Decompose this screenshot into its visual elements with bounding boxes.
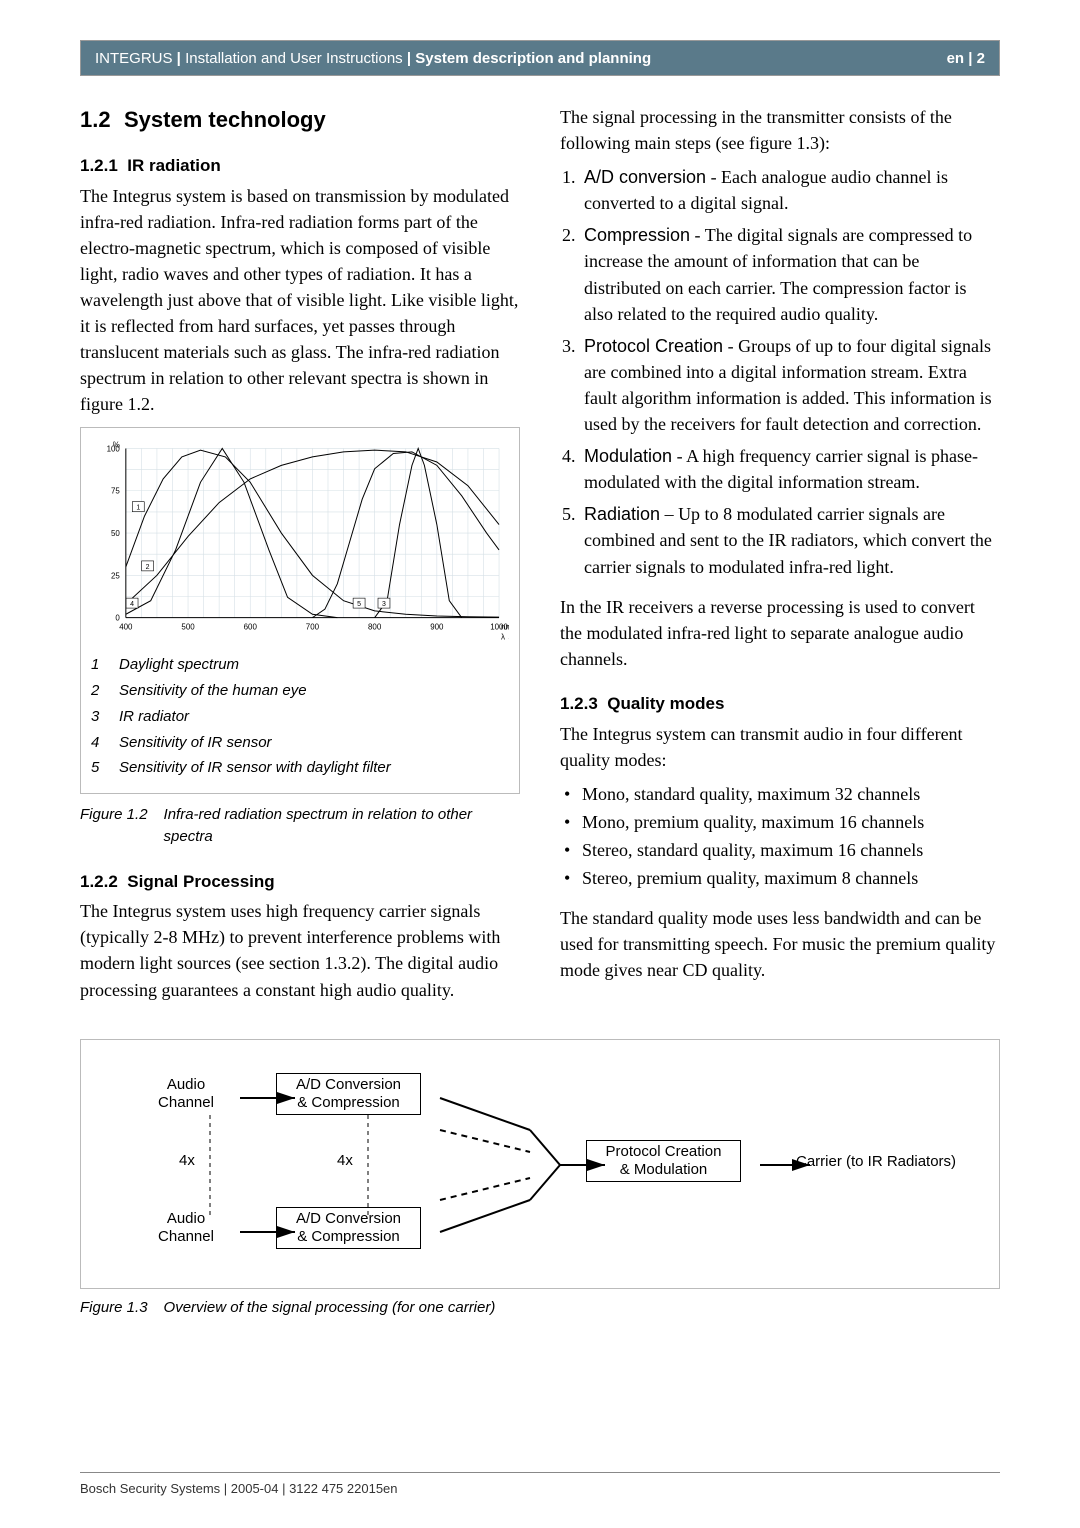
svg-text:2: 2 bbox=[146, 564, 150, 571]
spectrum-chart: 40050060070080090010000255075100%nmλ →12… bbox=[91, 438, 509, 648]
step-item: A/D conversion - Each analogue audio cha… bbox=[580, 164, 1000, 216]
svg-text:5: 5 bbox=[357, 601, 361, 608]
right-after: In the IR receivers a reverse processing… bbox=[560, 594, 1000, 672]
section-1-2-1-title: 1.2.1 IR radiation bbox=[80, 154, 520, 179]
legend-row: 1Daylight spectrum bbox=[91, 654, 509, 676]
svg-text:4: 4 bbox=[130, 601, 134, 608]
svg-text:900: 900 bbox=[430, 623, 444, 632]
svg-text:0: 0 bbox=[115, 614, 120, 623]
svg-text:λ →: λ → bbox=[501, 633, 509, 642]
svg-text:nm: nm bbox=[501, 623, 509, 632]
section-1-2-3-lead: The Integrus system can transmit audio i… bbox=[560, 721, 1000, 773]
figure-1-2-legend: 1Daylight spectrum 2Sensitivity of the hu… bbox=[91, 654, 509, 779]
quality-mode-item: Stereo, premium quality, maximum 8 chann… bbox=[560, 865, 1000, 891]
quality-mode-item: Stereo, standard quality, maximum 16 cha… bbox=[560, 837, 1000, 863]
svg-text:1: 1 bbox=[136, 505, 140, 512]
section-1-2-title: 1.2System technology bbox=[80, 104, 520, 136]
svg-text:800: 800 bbox=[368, 623, 382, 632]
right-intro: The signal processing in the transmitter… bbox=[560, 104, 1000, 156]
figure-1-2-caption: Figure 1.2 Infra-red radiation spectrum … bbox=[80, 804, 520, 848]
right-column: The signal processing in the transmitter… bbox=[560, 104, 1000, 1011]
section-1-2-2-title: 1.2.2 Signal Processing bbox=[80, 870, 520, 895]
legend-row: 4Sensitivity of IR sensor bbox=[91, 732, 509, 754]
step-item: Modulation - A high frequency carrier si… bbox=[580, 443, 1000, 495]
svg-text:500: 500 bbox=[181, 623, 195, 632]
section-1-2-2-body: The Integrus system uses high frequency … bbox=[80, 898, 520, 1002]
flow-audio-bot: AudioChannel bbox=[141, 1210, 231, 1246]
flow-4x-right: 4x bbox=[337, 1152, 353, 1170]
page-footer: Bosch Security Systems | 2005-04 | 3122 … bbox=[80, 1472, 1000, 1496]
svg-text:25: 25 bbox=[111, 572, 120, 581]
flow-audio-top: AudioChannel bbox=[141, 1076, 231, 1112]
legend-row: 5Sensitivity of IR sensor with daylight … bbox=[91, 757, 509, 779]
quality-mode-item: Mono, premium quality, maximum 16 channe… bbox=[560, 809, 1000, 835]
svg-text:600: 600 bbox=[244, 623, 258, 632]
header-left: INTEGRUS | Installation and User Instruc… bbox=[95, 50, 947, 67]
legend-row: 3IR radiator bbox=[91, 706, 509, 728]
flow-ad-bot: A/D Conversion& Compression bbox=[276, 1207, 421, 1249]
legend-row: 2Sensitivity of the human eye bbox=[91, 680, 509, 702]
flow-ad-top: A/D Conversion& Compression bbox=[276, 1073, 421, 1115]
flow-4x-left: 4x bbox=[179, 1152, 195, 1170]
svg-text:3: 3 bbox=[382, 601, 386, 608]
svg-text:400: 400 bbox=[119, 623, 133, 632]
svg-text:%: % bbox=[113, 441, 120, 450]
flow-carrier: Carrier (to IR Radiators) bbox=[796, 1153, 956, 1171]
figure-1-3: AudioChannel A/D Conversion& Compression… bbox=[80, 1039, 1000, 1289]
quality-modes-list: Mono, standard quality, maximum 32 chann… bbox=[560, 781, 1000, 891]
section-1-2-3-title: 1.2.3 Quality modes bbox=[560, 692, 1000, 717]
figure-1-2: 40050060070080090010000255075100%nmλ →12… bbox=[80, 427, 520, 794]
header-page: en | 2 bbox=[947, 50, 985, 67]
section-1-2-1-body: The Integrus system is based on transmis… bbox=[80, 183, 520, 418]
section-1-2-3-tail: The standard quality mode uses less band… bbox=[560, 905, 1000, 983]
flow-protocol: Protocol Creation& Modulation bbox=[586, 1140, 741, 1182]
svg-text:50: 50 bbox=[111, 529, 120, 538]
step-item: Radiation – Up to 8 modulated carrier si… bbox=[580, 501, 1000, 579]
svg-text:700: 700 bbox=[306, 623, 320, 632]
left-column: 1.2System technology 1.2.1 IR radiation … bbox=[80, 104, 520, 1011]
step-item: Protocol Creation - Groups of up to four… bbox=[580, 333, 1000, 437]
page-header: INTEGRUS | Installation and User Instruc… bbox=[80, 40, 1000, 76]
figure-1-3-caption: Figure 1.3 Overview of the signal proces… bbox=[80, 1299, 1000, 1316]
header-brand: INTEGRUS bbox=[95, 50, 173, 67]
svg-text:75: 75 bbox=[111, 487, 120, 496]
quality-mode-item: Mono, standard quality, maximum 32 chann… bbox=[560, 781, 1000, 807]
signal-steps-list: A/D conversion - Each analogue audio cha… bbox=[580, 164, 1000, 579]
step-item: Compression - The digital signals are co… bbox=[580, 222, 1000, 326]
